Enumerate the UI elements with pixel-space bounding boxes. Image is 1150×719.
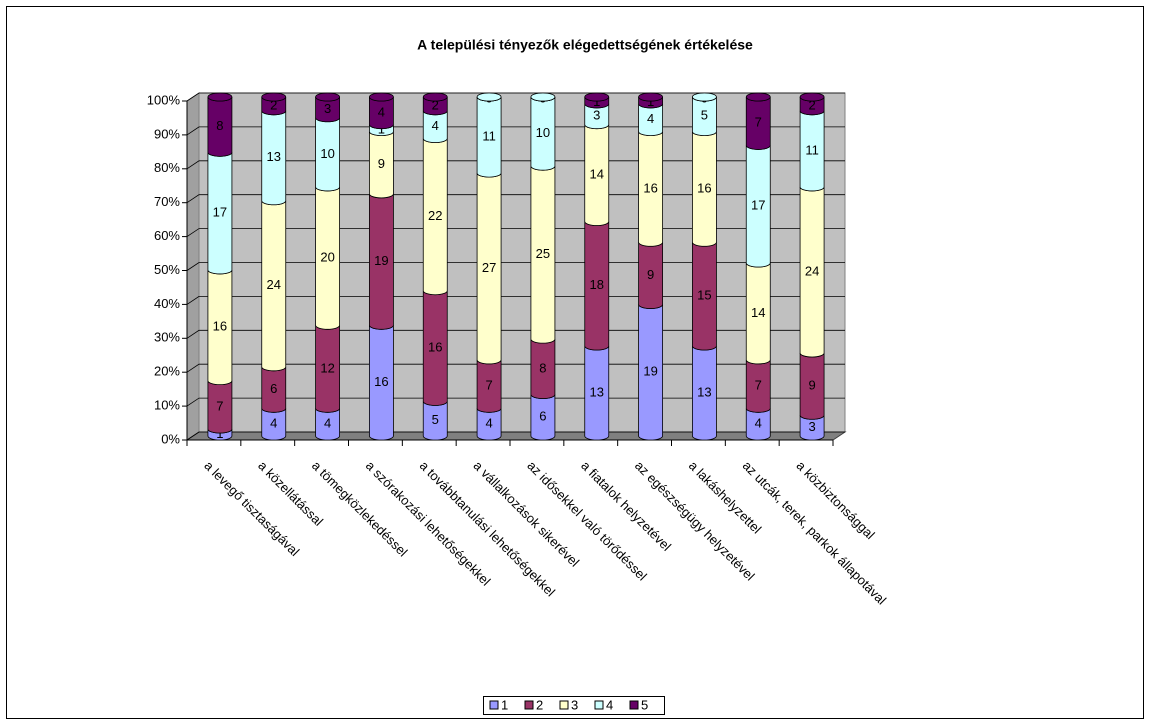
data-label: 3: [324, 101, 331, 116]
y-tick-label: 10%: [154, 398, 180, 413]
data-label: 4: [432, 118, 439, 133]
y-tick-label: 40%: [154, 296, 180, 311]
y-tick-label: 20%: [154, 364, 180, 379]
data-label: 14: [751, 305, 765, 320]
legend-label: 5: [641, 697, 648, 712]
bar-cap: [315, 92, 340, 102]
bar-cap: [422, 92, 448, 102]
legend-label: 4: [606, 697, 613, 712]
data-label: 2: [432, 97, 439, 112]
y-tick-label: 60%: [154, 228, 180, 243]
data-label: 7: [485, 378, 492, 393]
data-label: 19: [643, 364, 657, 379]
data-label: 11: [482, 128, 496, 143]
grid-line: [186, 363, 845, 373]
data-label: 3: [593, 108, 600, 123]
data-label: 16: [213, 319, 227, 334]
y-tick-label: 50%: [154, 262, 180, 277]
data-label: 24: [267, 277, 281, 292]
data-label: 6: [270, 381, 277, 396]
data-label: 9: [378, 156, 385, 171]
data-label: 8: [539, 360, 546, 375]
grid-line: [186, 431, 845, 441]
legend-swatch: [629, 700, 639, 710]
data-label: 10: [536, 125, 550, 140]
grid-line: [186, 126, 845, 136]
data-label: 8: [216, 118, 223, 133]
data-label: 10: [320, 146, 334, 161]
data-label: 16: [697, 180, 711, 195]
data-label: 19: [374, 253, 388, 268]
y-tick-label: 70%: [154, 194, 180, 209]
legend-label: 1: [501, 697, 508, 712]
data-label: 11: [805, 142, 819, 157]
data-label: 5: [432, 412, 439, 427]
data-label: 7: [755, 115, 762, 130]
grid-line: [186, 228, 845, 237]
data-label: 20: [320, 250, 334, 265]
data-label: 7: [216, 398, 223, 413]
data-label: 7: [755, 378, 762, 393]
data-label: 4: [647, 111, 654, 126]
data-label: 12: [320, 360, 334, 375]
chart-title: A települési tényezők elégedettségének é…: [417, 37, 753, 53]
legend-label: 2: [536, 697, 543, 712]
legend-swatch: [594, 700, 604, 710]
bar-cap: [530, 92, 556, 102]
data-label: 4: [324, 416, 331, 431]
data-label: 17: [751, 198, 765, 213]
data-label: 9: [808, 378, 815, 393]
legend-swatch: [559, 700, 569, 710]
grid-line: [186, 295, 845, 305]
y-tick-label: 90%: [154, 126, 180, 141]
data-label: 22: [428, 208, 442, 223]
data-label: 3: [808, 419, 815, 434]
data-label: 16: [374, 374, 388, 389]
data-label: 16: [428, 339, 442, 354]
bar-cap: [207, 92, 233, 102]
data-label: 24: [805, 263, 819, 278]
grid-line: [186, 329, 845, 339]
data-label: 17: [213, 205, 227, 220]
grid-line: [186, 194, 845, 204]
legend-swatch: [489, 700, 499, 710]
data-label: 2: [808, 97, 815, 112]
data-label: 25: [536, 246, 550, 261]
y-tick-label: 30%: [154, 330, 180, 345]
data-label: 13: [267, 149, 281, 164]
bar-cap: [692, 92, 717, 102]
y-tick-label: 0%: [161, 431, 180, 446]
grid-line: [186, 397, 845, 407]
data-label: 14: [590, 167, 604, 182]
data-label: 4: [378, 104, 385, 119]
bar-cap: [745, 92, 771, 102]
bar-cap: [369, 92, 394, 102]
grid-line: [186, 92, 845, 102]
data-label: 4: [755, 416, 762, 431]
data-label: 5: [701, 108, 708, 123]
data-label: 9: [647, 267, 654, 282]
data-label: 4: [485, 416, 492, 431]
y-tick-label: 100%: [147, 92, 181, 107]
bar-cap: [799, 92, 825, 102]
bar-cap: [638, 92, 663, 102]
data-label: 13: [590, 384, 604, 399]
data-label: 27: [482, 260, 496, 275]
data-label: 16: [643, 180, 657, 195]
grid-line: [186, 160, 845, 170]
data-label: 18: [590, 277, 604, 292]
data-label: 15: [697, 288, 711, 303]
y-tick-label: 80%: [154, 160, 180, 175]
bar-cap: [261, 92, 287, 102]
data-label: 6: [539, 409, 546, 424]
grid-line: [186, 262, 845, 271]
legend-swatch: [524, 700, 534, 710]
data-label: 4: [270, 416, 277, 431]
legend-label: 3: [571, 697, 578, 712]
data-label: 2: [270, 97, 277, 112]
bar-cap: [476, 92, 502, 102]
data-label: 13: [697, 384, 711, 399]
bar-cap: [584, 92, 610, 102]
